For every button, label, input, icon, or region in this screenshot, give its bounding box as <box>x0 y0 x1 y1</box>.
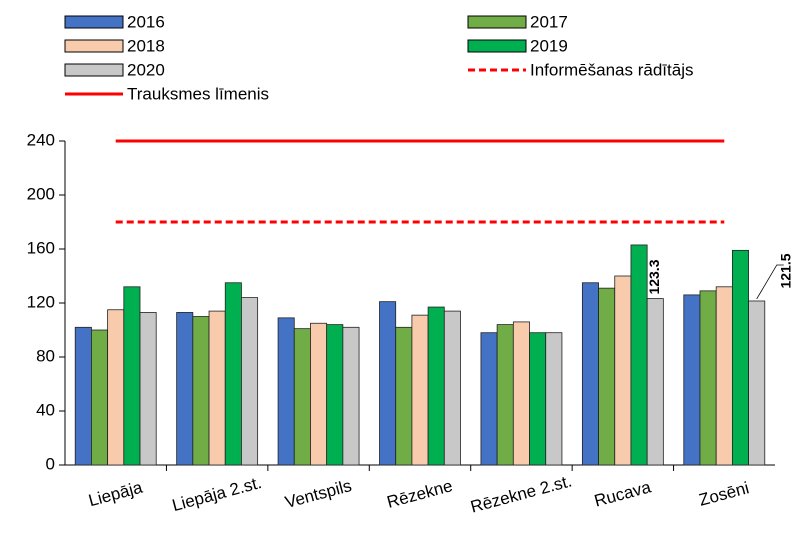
bar <box>241 297 259 466</box>
x-tick-label: Zosēni <box>697 478 751 510</box>
legend-label: Trauksmes līmenis <box>127 84 269 103</box>
bar <box>646 298 664 466</box>
legend-label: Informēšanas rādītājs <box>530 60 693 79</box>
bar <box>630 244 648 466</box>
bar <box>699 290 717 466</box>
bar <box>91 329 109 466</box>
bar <box>545 332 563 466</box>
y-tick-label: 120 <box>27 292 55 311</box>
y-tick-label: 40 <box>36 400 55 419</box>
y-tick-label: 240 <box>27 130 55 149</box>
bar <box>192 316 210 466</box>
legend-label: 2017 <box>530 12 568 31</box>
x-tick-label: Ventspils <box>283 476 354 512</box>
bar <box>310 322 328 466</box>
bar <box>411 314 429 466</box>
leader-line <box>756 264 784 300</box>
x-tick-label: Liepāja 2.st. <box>170 473 263 515</box>
legend-label: 2016 <box>127 12 165 31</box>
legend-swatch <box>64 63 124 77</box>
bar <box>715 286 733 466</box>
legend-swatch <box>467 15 527 29</box>
y-tick-label: 160 <box>27 238 55 257</box>
bar <box>748 300 766 466</box>
bar <box>176 312 194 466</box>
bar <box>74 326 92 466</box>
bar <box>598 287 616 466</box>
bar <box>293 328 311 466</box>
bar <box>139 312 157 466</box>
y-tick-label: 200 <box>27 184 55 203</box>
legend-label: 2018 <box>127 36 165 55</box>
bar <box>512 321 530 466</box>
bar <box>427 306 445 466</box>
x-tick-label: Liepāja <box>87 478 145 511</box>
legend-label: 2019 <box>530 36 568 55</box>
y-tick-label: 0 <box>46 454 55 473</box>
bar <box>107 309 125 466</box>
legend-swatch <box>64 39 124 53</box>
bar <box>529 332 547 466</box>
bar <box>326 324 344 466</box>
bar <box>683 294 701 466</box>
bar <box>277 317 295 466</box>
bar <box>731 249 749 466</box>
x-tick-label: Rucava <box>592 477 653 510</box>
legend-label: 2020 <box>127 60 165 79</box>
bar <box>123 286 141 466</box>
bar <box>496 324 514 466</box>
data-label: 121.5 <box>777 253 793 288</box>
legend-swatch <box>64 15 124 29</box>
bar <box>342 326 360 466</box>
bar <box>224 282 242 466</box>
data-label: 123.3 <box>646 259 662 294</box>
y-tick-label: 80 <box>36 346 55 365</box>
bar <box>581 282 599 466</box>
bar <box>395 326 413 466</box>
x-tick-label: Rēzekne <box>385 476 455 512</box>
x-tick-label: Rēzekne 2.st. <box>469 471 574 516</box>
bar <box>379 301 397 466</box>
bar <box>208 310 226 466</box>
legend-swatch <box>467 39 527 53</box>
bar <box>614 275 632 466</box>
bar <box>480 332 498 466</box>
bar <box>443 310 461 466</box>
